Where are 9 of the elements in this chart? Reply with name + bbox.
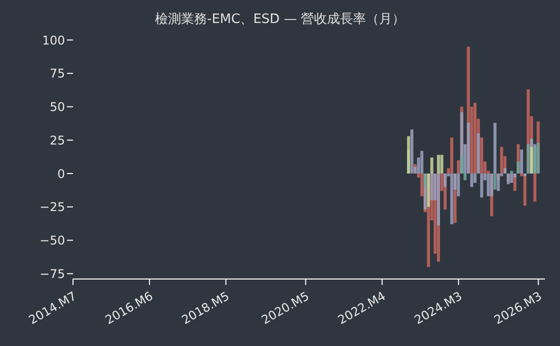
chart-title: 檢測業務-EMC、ESD — 營收成長率（月） [154,11,406,28]
y-tick-label: −75 [40,266,65,281]
y-tick-label: −25 [40,200,65,214]
y-tick-label: 50 [50,100,65,114]
y-tick-label: 75 [50,66,65,81]
y-tick-label: 25 [50,133,65,148]
y-tick-label: 0 [57,166,65,181]
y-tick-label: −50 [40,234,65,248]
y-tick-label: 100 [42,33,65,48]
